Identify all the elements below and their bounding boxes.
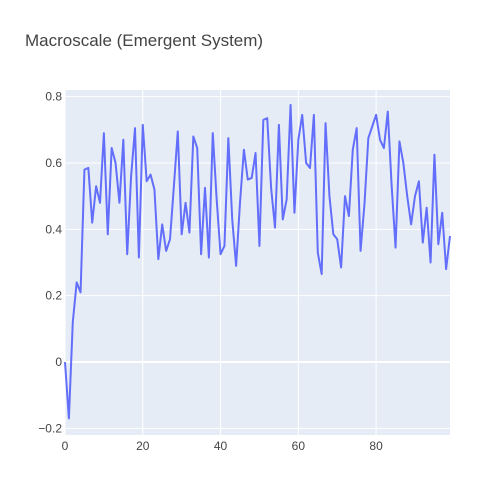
- y-tick-label: 0: [55, 355, 62, 369]
- y-tick-label: 0.6: [45, 156, 62, 170]
- x-tick-label: 0: [62, 439, 69, 453]
- x-tick-label: 40: [214, 439, 228, 453]
- y-tick-label: 0.8: [45, 90, 62, 104]
- x-tick-label: 20: [136, 439, 150, 453]
- y-tick-label: 0.2: [45, 289, 62, 303]
- x-tick-label: 60: [292, 439, 306, 453]
- y-tick-label: 0.4: [45, 222, 62, 236]
- x-tick-label: 80: [369, 439, 383, 453]
- chart-title: Macroscale (Emergent System): [25, 31, 263, 50]
- y-tick-label: −0.2: [38, 421, 62, 435]
